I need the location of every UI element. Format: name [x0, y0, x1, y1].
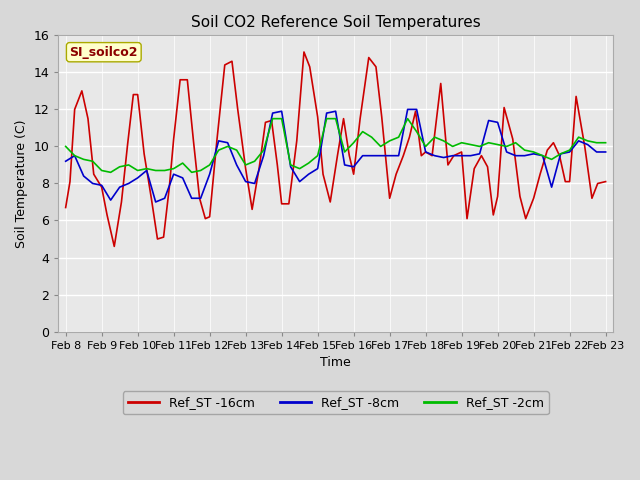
X-axis label: Time: Time — [320, 356, 351, 369]
Title: Soil CO2 Reference Soil Temperatures: Soil CO2 Reference Soil Temperatures — [191, 15, 481, 30]
Y-axis label: Soil Temperature (C): Soil Temperature (C) — [15, 119, 28, 248]
Text: SI_soilco2: SI_soilco2 — [70, 46, 138, 59]
Legend: Ref_ST -16cm, Ref_ST -8cm, Ref_ST -2cm: Ref_ST -16cm, Ref_ST -8cm, Ref_ST -2cm — [123, 391, 548, 414]
